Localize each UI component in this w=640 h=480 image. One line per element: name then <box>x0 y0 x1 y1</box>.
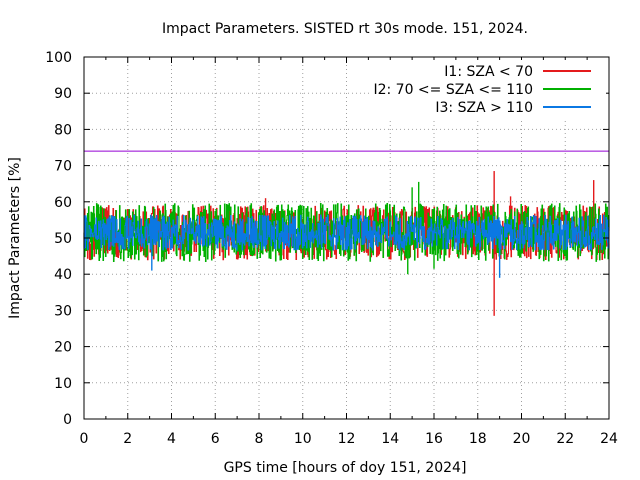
y-tick-label: 30 <box>54 303 72 319</box>
y-tick-label: 50 <box>54 231 72 247</box>
x-axis-label: GPS time [hours of doy 151, 2024] <box>224 460 467 476</box>
x-tick-label: 2 <box>123 431 132 447</box>
x-tick-label: 8 <box>255 431 264 447</box>
x-tick-label: 6 <box>211 431 220 447</box>
x-tick-label: 18 <box>469 431 487 447</box>
ticks: 0 2 4 6 8 10 12 14 16 18 20 22 240102030405060708090… <box>45 50 618 447</box>
y-tick-label: 90 <box>54 86 72 102</box>
y-tick-label: 0 <box>63 412 72 428</box>
y-tick-label: 80 <box>54 122 72 138</box>
y-tick-label: 10 <box>54 376 72 392</box>
x-tick-label: 10 <box>294 431 312 447</box>
x-tick-label: 24 <box>600 431 618 447</box>
series-layer <box>83 171 610 316</box>
legend-label: I2: 70 <= SZA <= 110 <box>373 82 533 98</box>
x-tick-label: 16 <box>425 431 443 447</box>
x-tick-label: 20 <box>513 431 531 447</box>
legend-label: I3: SZA > 110 <box>435 100 533 116</box>
y-tick-label: 100 <box>45 50 72 66</box>
x-tick-label: 0 <box>80 431 89 447</box>
chart-title: Impact Parameters. SISTED rt 30s mode. 1… <box>162 21 528 37</box>
legend-label: I1: SZA < 70 <box>444 64 533 80</box>
x-tick-label: 14 <box>381 431 399 447</box>
legend: I1: SZA < 70 I2: 70 <= SZA <= 110 I3: SZA … <box>370 60 606 118</box>
series-line <box>83 214 610 251</box>
y-tick-label: 60 <box>54 195 72 211</box>
x-tick-label: 22 <box>556 431 574 447</box>
y-tick-label: 40 <box>54 267 72 283</box>
y-axis-label: Impact Parameters [%] <box>7 157 23 319</box>
y-tick-label: 70 <box>54 159 72 175</box>
y-tick-label: 20 <box>54 340 72 356</box>
x-tick-label: 12 <box>338 431 356 447</box>
x-tick-label: 4 <box>167 431 176 447</box>
